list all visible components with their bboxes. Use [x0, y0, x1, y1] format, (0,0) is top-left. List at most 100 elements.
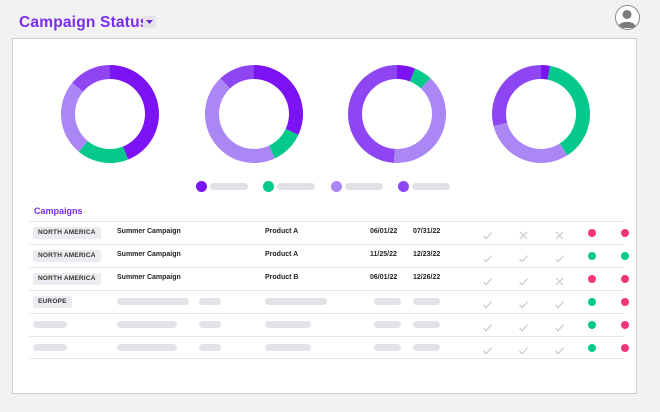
legend-label-placeholder: [345, 183, 383, 190]
status-dot: [588, 229, 596, 237]
checkmark-icon[interactable]: [518, 343, 529, 355]
end-date: 12/26/22: [413, 274, 441, 281]
status-dot: [621, 344, 629, 352]
start-date: 06/01/22: [370, 274, 398, 281]
legend-swatch: [398, 181, 409, 192]
start-date: 11/25/22: [370, 251, 397, 258]
table-row[interactable]: NORTH AMERICA Summer Campaign Product A 11/…: [29, 244, 629, 267]
end-date-placeholder: [413, 321, 440, 328]
user-avatar-icon[interactable]: [615, 5, 640, 30]
legend-label-placeholder: [412, 183, 450, 190]
donut-3-slice-2: [409, 68, 431, 89]
product-name: Product B: [265, 274, 299, 281]
region-badge: EUROPE: [33, 296, 72, 308]
donut-1-slice-2: [78, 140, 129, 163]
table-row[interactable]: [29, 313, 629, 336]
donut-4-slice-2: [547, 65, 590, 156]
campaign-name: Summer Campaign: [117, 228, 181, 235]
page-title: Campaign Status: [19, 14, 149, 31]
product-name: Product A: [265, 251, 299, 258]
header: Campaign Status: [0, 0, 660, 40]
status-dot: [621, 252, 629, 260]
table-row[interactable]: EUROPE: [29, 290, 629, 313]
caret-down-icon[interactable]: [143, 16, 156, 28]
start-date-placeholder: [374, 321, 401, 328]
campaigns-table: NORTH AMERICA Summer Campaign Product A 06/…: [29, 221, 629, 359]
donut-1-slice-3: [60, 82, 88, 152]
donut-chart-2: [205, 65, 303, 163]
start-date: 06/01/22: [370, 228, 398, 235]
checkmark-icon[interactable]: [482, 297, 493, 309]
region-placeholder: [33, 344, 67, 351]
end-date-placeholder: [413, 298, 440, 305]
campaign-extra-placeholder: [199, 298, 221, 305]
donut-4-slice-4: [492, 65, 541, 127]
campaign-placeholder: [117, 344, 177, 351]
campaign-placeholder: [117, 298, 189, 305]
checkmark-icon[interactable]: [554, 251, 565, 263]
checkmark-icon[interactable]: [554, 320, 565, 332]
checkmark-icon[interactable]: [554, 343, 565, 355]
table-row[interactable]: [29, 336, 629, 359]
legend-label-placeholder: [210, 183, 248, 190]
checkmark-icon[interactable]: [518, 274, 529, 286]
region-badge: NORTH AMERICA: [33, 227, 101, 239]
legend-swatch: [331, 181, 342, 192]
donut-1-slice-1: [110, 65, 160, 160]
status-dot: [621, 298, 629, 306]
donut-chart-4: [492, 65, 590, 163]
x-icon[interactable]: [554, 228, 565, 240]
donut-2-slice-3: [205, 78, 275, 163]
end-date: 07/31/22: [413, 228, 441, 235]
x-icon[interactable]: [518, 228, 529, 240]
status-dot: [588, 298, 596, 306]
region-badge: NORTH AMERICA: [33, 273, 101, 285]
table-row[interactable]: NORTH AMERICA Summer Campaign Product A 06/…: [29, 221, 629, 244]
donut-chart-1: [60, 65, 160, 163]
donut-3-slice-4: [347, 65, 397, 163]
donut-chart-3: [347, 65, 446, 163]
campaign-name: Summer Campaign: [117, 251, 181, 258]
donut-4-slice-3: [493, 122, 568, 163]
status-dot: [621, 321, 629, 329]
product-placeholder: [265, 321, 311, 328]
status-dot: [621, 229, 629, 237]
product-placeholder: [265, 344, 311, 351]
start-date-placeholder: [374, 298, 401, 305]
donut-2-slice-4: [220, 65, 254, 89]
donut-2-slice-2: [268, 128, 299, 159]
checkmark-icon[interactable]: [518, 320, 529, 332]
status-dot: [621, 275, 629, 283]
donut-2-slice-1: [254, 65, 303, 135]
campaign-extra-placeholder: [199, 321, 221, 328]
legend-label-placeholder: [277, 183, 315, 190]
end-date: 12/23/22: [413, 251, 441, 258]
region-badge: NORTH AMERICA: [33, 250, 101, 262]
campaigns-section-title: Campaigns: [34, 206, 83, 216]
checkmark-icon[interactable]: [518, 297, 529, 309]
donut-3-slice-3: [393, 78, 446, 163]
checkmark-icon[interactable]: [482, 343, 493, 355]
campaign-extra-placeholder: [199, 344, 221, 351]
donut-1-slice-4: [72, 65, 110, 92]
checkmark-icon[interactable]: [482, 251, 493, 263]
campaign-panel: Campaigns NORTH AMERICA Summer Campaign Pr…: [12, 38, 637, 394]
x-icon[interactable]: [554, 274, 565, 286]
table-row[interactable]: NORTH AMERICA Summer Campaign Product B 06/…: [29, 267, 629, 290]
region-placeholder: [33, 321, 67, 328]
product-name: Product A: [265, 228, 299, 235]
checkmark-icon[interactable]: [518, 251, 529, 263]
status-dot: [588, 275, 596, 283]
end-date-placeholder: [413, 344, 440, 351]
campaign-name: Summer Campaign: [117, 274, 181, 281]
legend-swatch: [196, 181, 207, 192]
donut-4-slice-1: [541, 65, 551, 80]
campaign-placeholder: [117, 321, 177, 328]
product-placeholder: [265, 298, 327, 305]
checkmark-icon[interactable]: [482, 274, 493, 286]
legend-swatch: [263, 181, 274, 192]
checkmark-icon[interactable]: [482, 320, 493, 332]
status-dot: [588, 321, 596, 329]
checkmark-icon[interactable]: [554, 297, 565, 309]
checkmark-icon[interactable]: [482, 228, 493, 240]
